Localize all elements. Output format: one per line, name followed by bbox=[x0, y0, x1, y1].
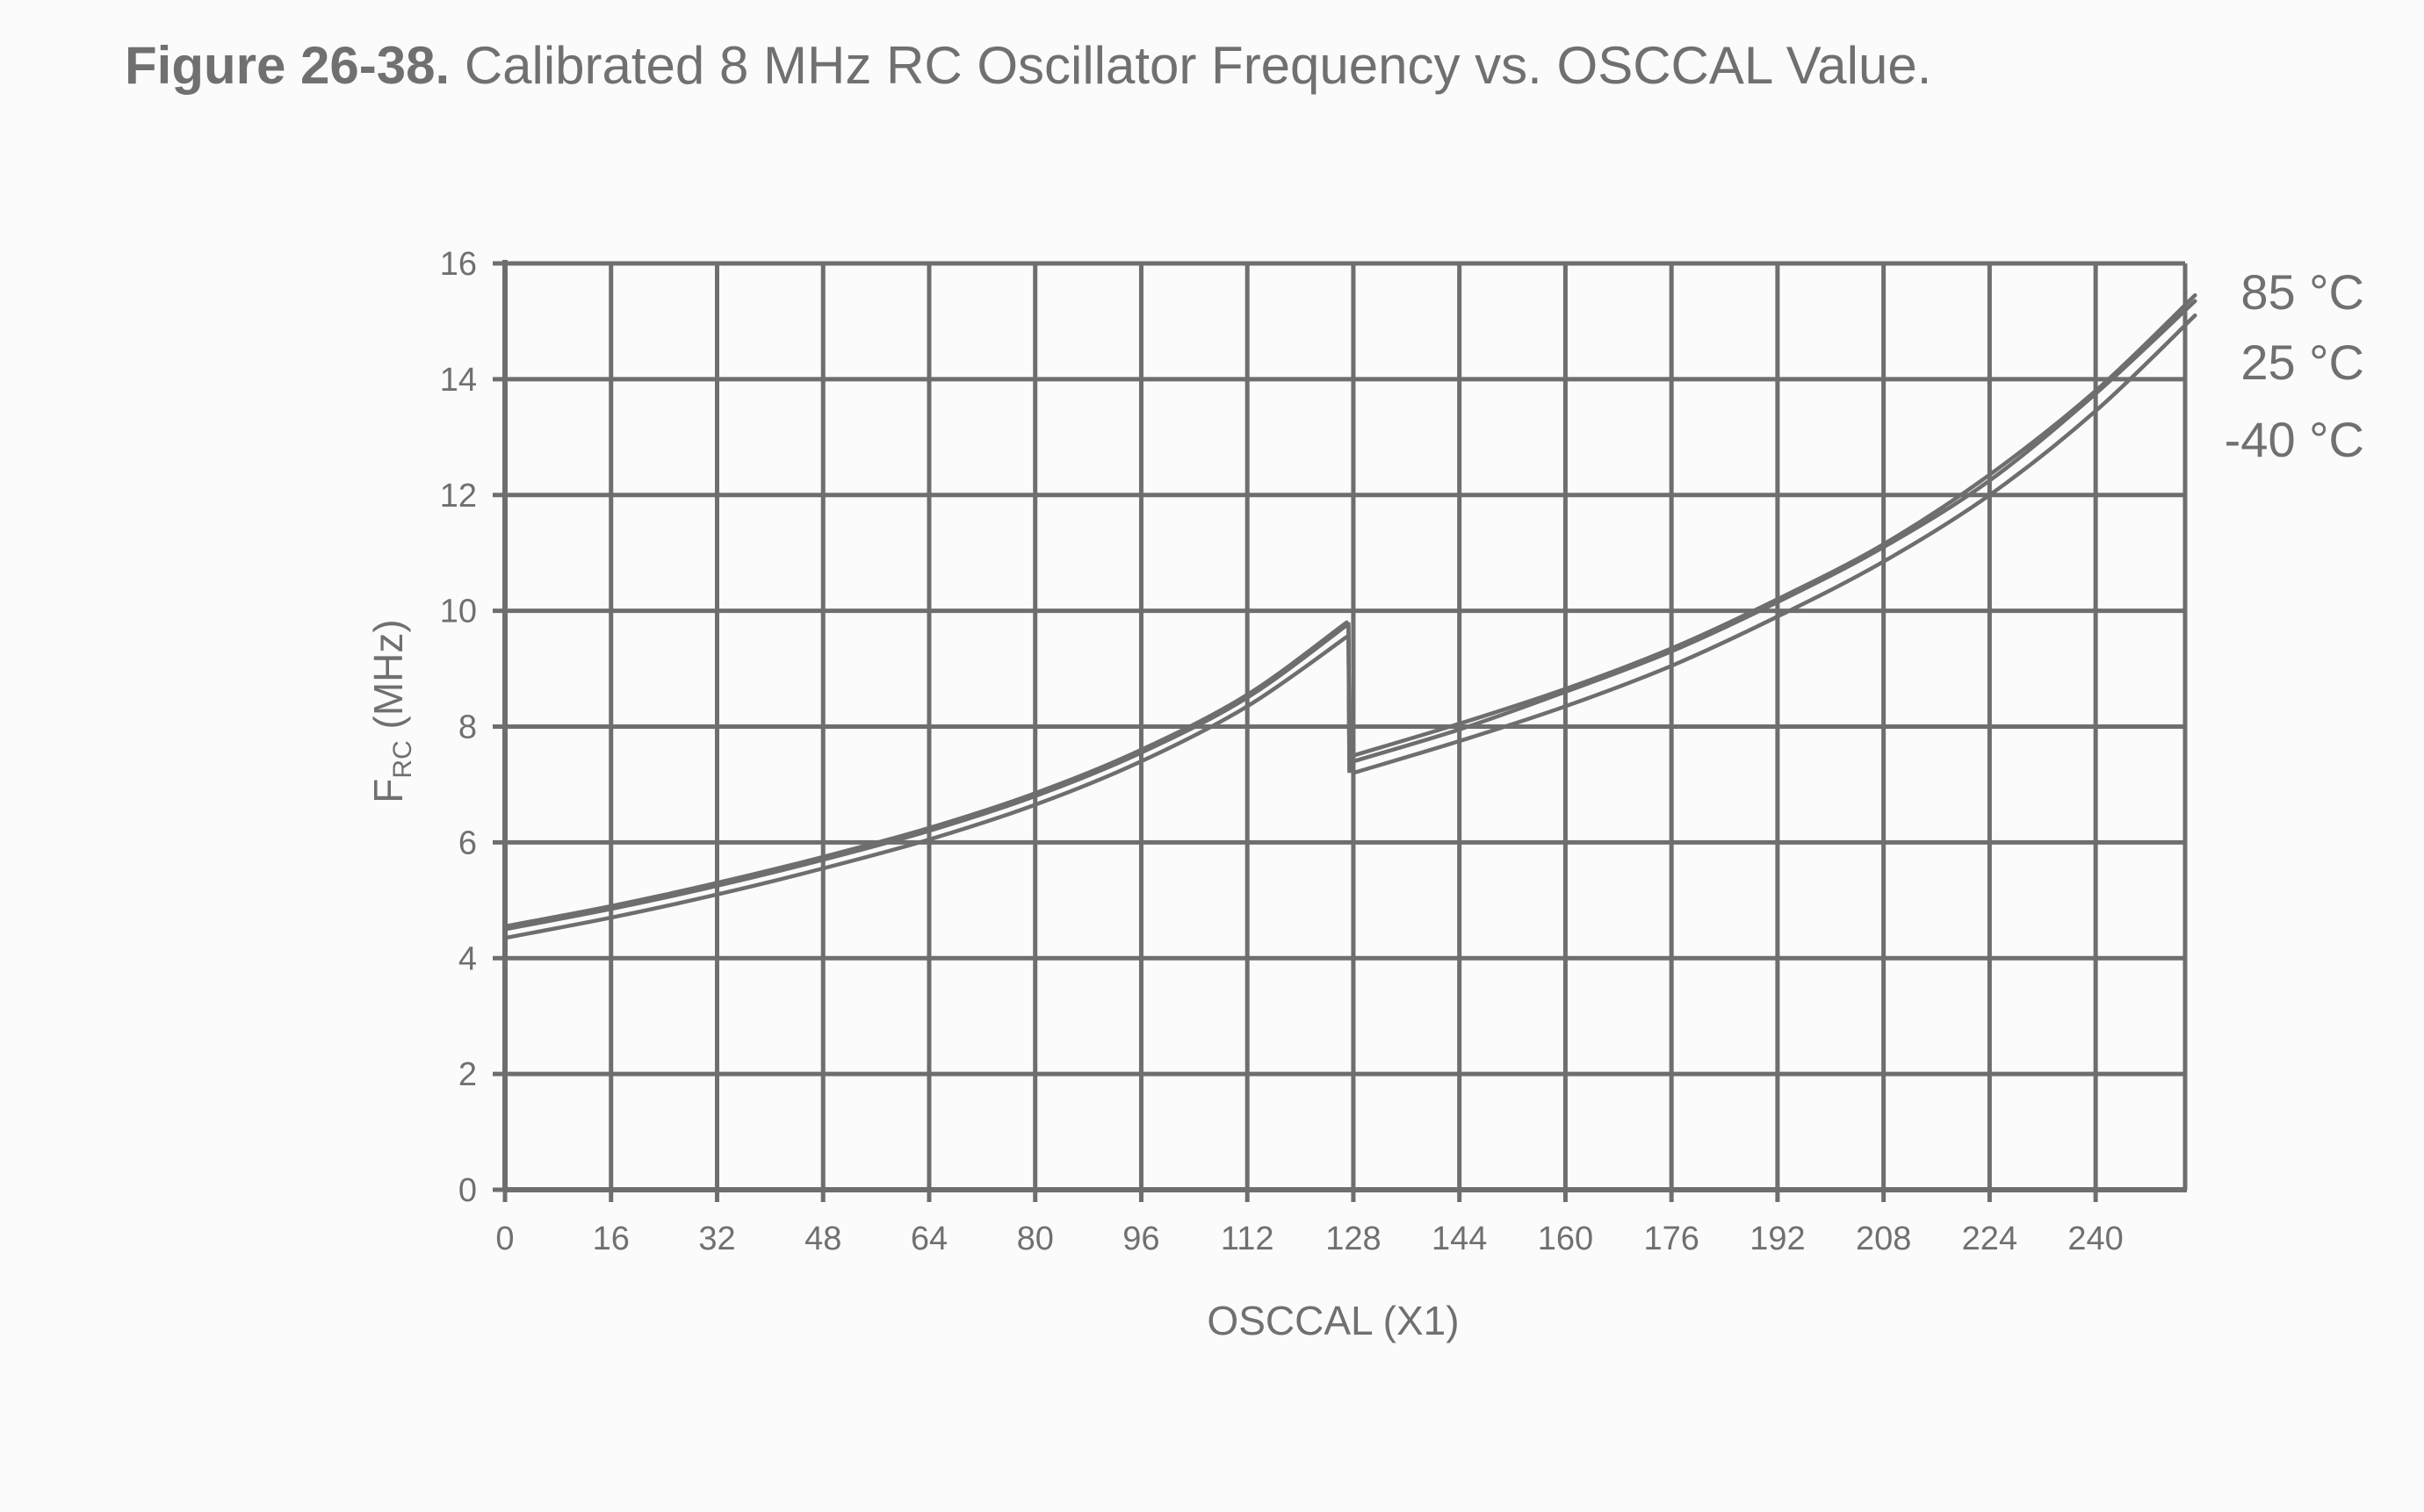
tick-labels: 0 16 32 48 64 80 96 112 128 144 160 176 192 208 224 240… bbox=[440, 246, 2124, 1257]
series-line-25c-segment-2 bbox=[1351, 299, 2197, 764]
x-tick-label: 16 bbox=[593, 1220, 630, 1257]
x-tick-label: 128 bbox=[1325, 1220, 1381, 1257]
x-tick-label: 224 bbox=[1962, 1220, 2017, 1257]
y-tick-label: 0 bbox=[458, 1172, 477, 1209]
y-tick-label: 16 bbox=[440, 246, 477, 283]
y-tick-label: 4 bbox=[458, 940, 477, 977]
series-line--40c-segment-2 bbox=[1351, 313, 2197, 775]
x-tick-label: 96 bbox=[1122, 1220, 1159, 1257]
series-line-25c-segment-1 bbox=[502, 623, 1349, 932]
x-tick-label: 32 bbox=[698, 1220, 735, 1257]
series-line-85c-segment-2 bbox=[1351, 293, 2197, 758]
figure-title: Calibrated 8 MHz RC Oscillator Frequency… bbox=[464, 36, 1932, 95]
x-tick-label: 0 bbox=[495, 1220, 514, 1257]
y-tick-label: 8 bbox=[458, 709, 477, 746]
x-tick-label: 144 bbox=[1432, 1220, 1487, 1257]
figure-caption: Figure 26-38. Calibrated 8 MHz RC Oscill… bbox=[125, 35, 1931, 96]
y-axis-title-unit: (MHz) bbox=[365, 619, 411, 740]
x-tick-label: 64 bbox=[911, 1220, 948, 1257]
series-line-85c-segment-1 bbox=[502, 620, 1349, 929]
legend: 85 °C 25 °C -40 °C bbox=[2225, 264, 2364, 467]
x-tick-label: 176 bbox=[1643, 1220, 1699, 1257]
series-step--40c bbox=[1346, 637, 1352, 774]
y-axis-title-main: F bbox=[365, 779, 411, 803]
x-tick-label: 160 bbox=[1538, 1220, 1593, 1257]
series-line--40c-segment-1 bbox=[502, 635, 1349, 940]
x-tick-label: 80 bbox=[1017, 1220, 1054, 1257]
legend-label-25c: 25 °C bbox=[2240, 335, 2364, 390]
y-tick-label: 14 bbox=[440, 362, 477, 399]
y-tick-label: 10 bbox=[440, 594, 477, 630]
x-tick-label: 112 bbox=[1221, 1220, 1274, 1257]
axes bbox=[493, 260, 2187, 1202]
grid bbox=[505, 261, 2188, 1190]
x-tick-label: 240 bbox=[2067, 1220, 2123, 1257]
y-tick-label: 2 bbox=[458, 1056, 477, 1093]
figure-number: Figure 26-38. bbox=[125, 36, 451, 95]
x-tick-label: 48 bbox=[804, 1220, 841, 1257]
legend-label-85c: 85 °C bbox=[2240, 264, 2364, 320]
x-tick-label: 192 bbox=[1749, 1220, 1805, 1257]
legend-label--40c: -40 °C bbox=[2225, 412, 2364, 467]
x-tick-label: 208 bbox=[1856, 1220, 1911, 1257]
x-axis-title: OSCCAL (X1) bbox=[1207, 1298, 1459, 1343]
y-axis-title-subscript: RC bbox=[388, 740, 417, 778]
y-axis-title: FRC (MHz) bbox=[365, 619, 417, 803]
series-lines bbox=[502, 293, 2197, 940]
y-tick-label: 12 bbox=[440, 478, 477, 515]
y-tick-label: 6 bbox=[458, 824, 477, 861]
